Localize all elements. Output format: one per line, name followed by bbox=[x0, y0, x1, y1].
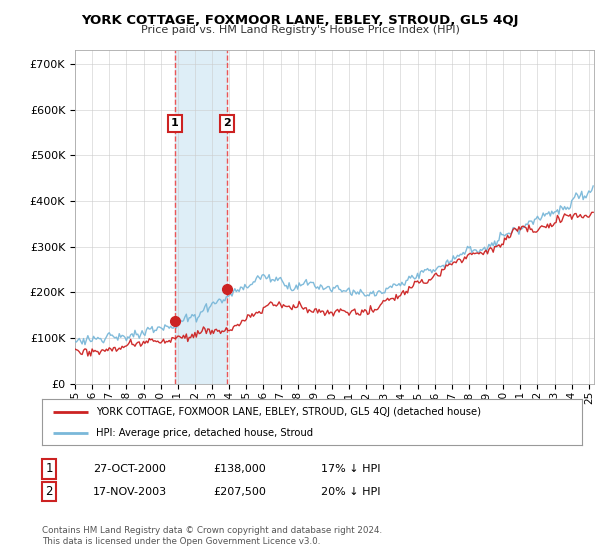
Text: £207,500: £207,500 bbox=[213, 487, 266, 497]
Text: 27-OCT-2000: 27-OCT-2000 bbox=[93, 464, 166, 474]
Text: Price paid vs. HM Land Registry's House Price Index (HPI): Price paid vs. HM Land Registry's House … bbox=[140, 25, 460, 35]
Bar bbox=[175, 50, 227, 384]
Text: HPI: Average price, detached house, Stroud: HPI: Average price, detached house, Stro… bbox=[96, 428, 313, 438]
Text: £138,000: £138,000 bbox=[213, 464, 266, 474]
Text: 1: 1 bbox=[171, 118, 179, 128]
Text: 2: 2 bbox=[46, 485, 53, 498]
Text: 17-NOV-2003: 17-NOV-2003 bbox=[93, 487, 167, 497]
Text: 20% ↓ HPI: 20% ↓ HPI bbox=[321, 487, 380, 497]
Text: Contains HM Land Registry data © Crown copyright and database right 2024.
This d: Contains HM Land Registry data © Crown c… bbox=[42, 526, 382, 546]
Text: 17% ↓ HPI: 17% ↓ HPI bbox=[321, 464, 380, 474]
Text: 1: 1 bbox=[46, 462, 53, 475]
Text: YORK COTTAGE, FOXMOOR LANE, EBLEY, STROUD, GL5 4QJ: YORK COTTAGE, FOXMOOR LANE, EBLEY, STROU… bbox=[81, 14, 519, 27]
Text: 2: 2 bbox=[223, 118, 231, 128]
Text: YORK COTTAGE, FOXMOOR LANE, EBLEY, STROUD, GL5 4QJ (detached house): YORK COTTAGE, FOXMOOR LANE, EBLEY, STROU… bbox=[96, 407, 481, 417]
